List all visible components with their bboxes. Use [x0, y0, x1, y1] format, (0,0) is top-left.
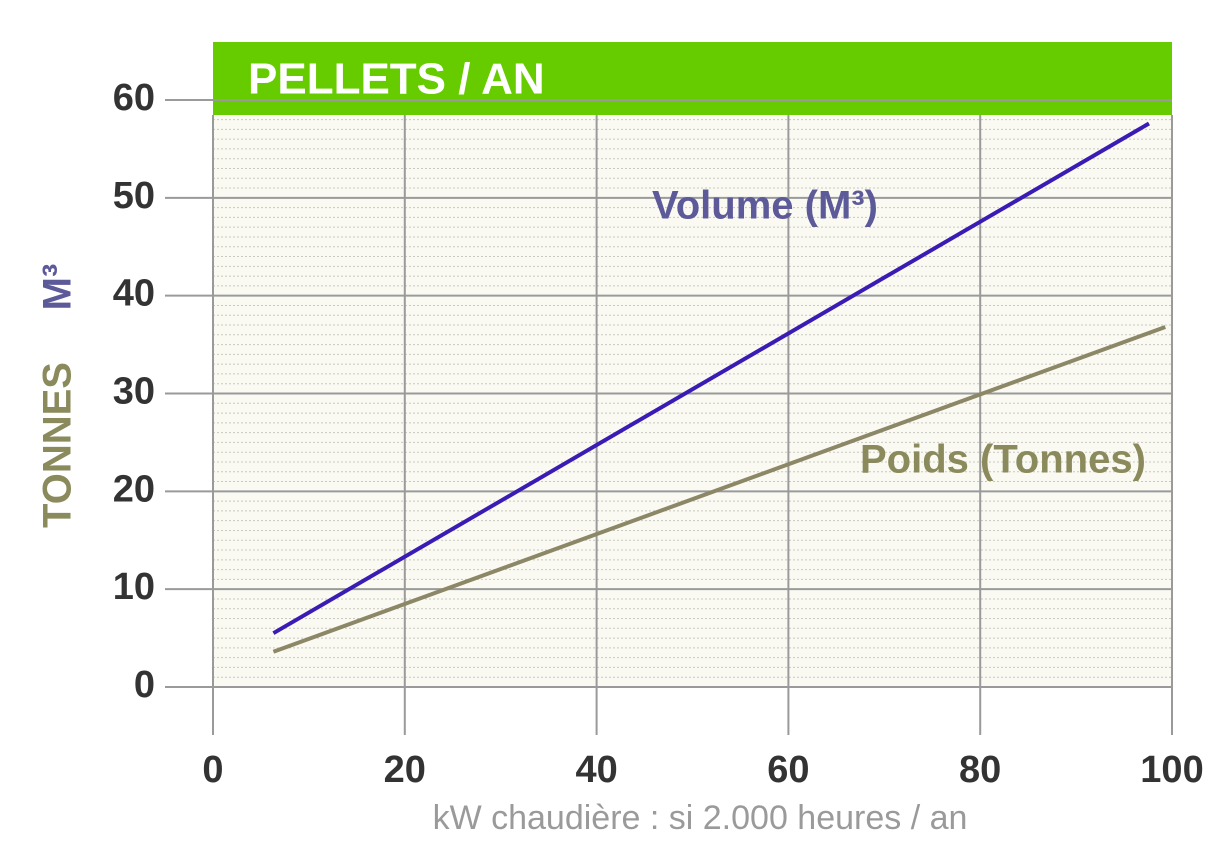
- y-axis-label: TONNES: [36, 362, 80, 528]
- y-tick-label: 20: [113, 468, 155, 510]
- title-band: [213, 42, 1172, 115]
- x-tick-label: 40: [575, 749, 617, 791]
- y-tick-label: 50: [113, 175, 155, 217]
- series-line: [272, 121, 1150, 635]
- y-tick-label: 60: [113, 77, 155, 119]
- x-tick-label: 80: [959, 749, 1001, 791]
- y-tick-label: 30: [113, 371, 155, 413]
- x-tick-label: 0: [202, 749, 223, 791]
- y-axis-label: M³: [36, 264, 80, 311]
- y-tick-label: 40: [113, 273, 155, 315]
- plot-background: [213, 42, 1172, 687]
- x-tick-label: 100: [1140, 749, 1203, 791]
- y-tick-label: 10: [113, 566, 155, 608]
- series-label: Poids (Tonnes): [860, 438, 1146, 482]
- x-tick-label: 20: [384, 749, 426, 791]
- chart-title: PELLETS / AN: [248, 55, 545, 104]
- x-tick-label: 60: [767, 749, 809, 791]
- y-tick-label: 0: [134, 664, 155, 706]
- x-axis-label: kW chaudière : si 2.000 heures / an: [433, 799, 968, 837]
- series-label: Volume (M³): [652, 184, 878, 228]
- series-line: [272, 325, 1166, 654]
